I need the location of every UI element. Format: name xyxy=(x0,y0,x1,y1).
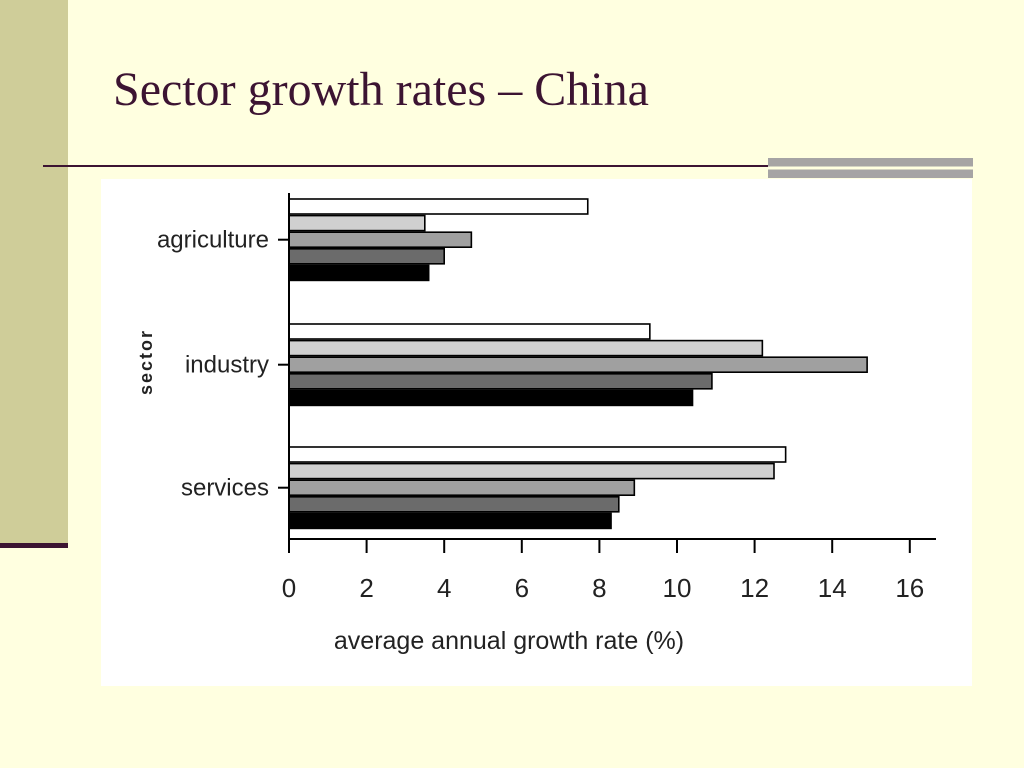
x-tick-label-6: 6 xyxy=(515,573,529,603)
x-tick-label-8: 8 xyxy=(592,573,606,603)
bar-industry-3 xyxy=(288,356,868,373)
x-tick-label-0: 0 xyxy=(282,573,296,603)
x-tick-label-16: 16 xyxy=(895,573,924,603)
bar-agriculture-4 xyxy=(288,248,445,265)
bar-industry-2 xyxy=(288,339,764,357)
chart-panel: agriculture industry services 0 2 4 6 8 10 12 14 1… xyxy=(101,179,972,686)
title-accent-bar xyxy=(768,158,973,178)
bar-services-3 xyxy=(288,479,636,497)
bar-industry-1 xyxy=(288,323,651,340)
x-tick-label-10: 10 xyxy=(663,573,692,603)
x-tick-label-4: 4 xyxy=(437,573,451,603)
bar-agriculture-5 xyxy=(288,264,430,282)
x-axis-ticks: 0 2 4 6 8 10 12 14 16 xyxy=(282,539,924,603)
x-tick-label-2: 2 xyxy=(359,573,373,603)
bar-industry-5 xyxy=(288,389,694,407)
bar-agriculture-3 xyxy=(288,231,473,249)
bar-services-2 xyxy=(288,462,775,480)
slide-title: Sector growth rates – China xyxy=(113,63,649,116)
bar-agriculture-1 xyxy=(288,198,589,215)
x-tick-label-14: 14 xyxy=(818,573,847,603)
side-band xyxy=(0,0,68,546)
bar-services-4 xyxy=(288,495,620,513)
x-tick-label-12: 12 xyxy=(740,573,769,603)
bar-services-5 xyxy=(288,512,612,530)
bar-chart: agriculture industry services 0 2 4 6 8 10 12 14 1… xyxy=(136,193,936,655)
bar-agriculture-2 xyxy=(288,214,426,232)
side-accent-line xyxy=(0,543,68,548)
y-tick-label-services: services xyxy=(181,475,269,502)
chart-bars xyxy=(288,198,868,530)
bar-services-1 xyxy=(288,446,787,463)
bar-industry-4 xyxy=(288,373,713,390)
y-tick-label-industry: industry xyxy=(185,352,269,379)
x-axis-title: average annual growth rate (%) xyxy=(334,627,684,655)
title-divider xyxy=(43,165,973,167)
y-axis-ticks: agriculture industry services xyxy=(157,227,289,502)
y-tick-label-agriculture: agriculture xyxy=(157,227,269,254)
y-axis-title: sector xyxy=(136,329,156,395)
